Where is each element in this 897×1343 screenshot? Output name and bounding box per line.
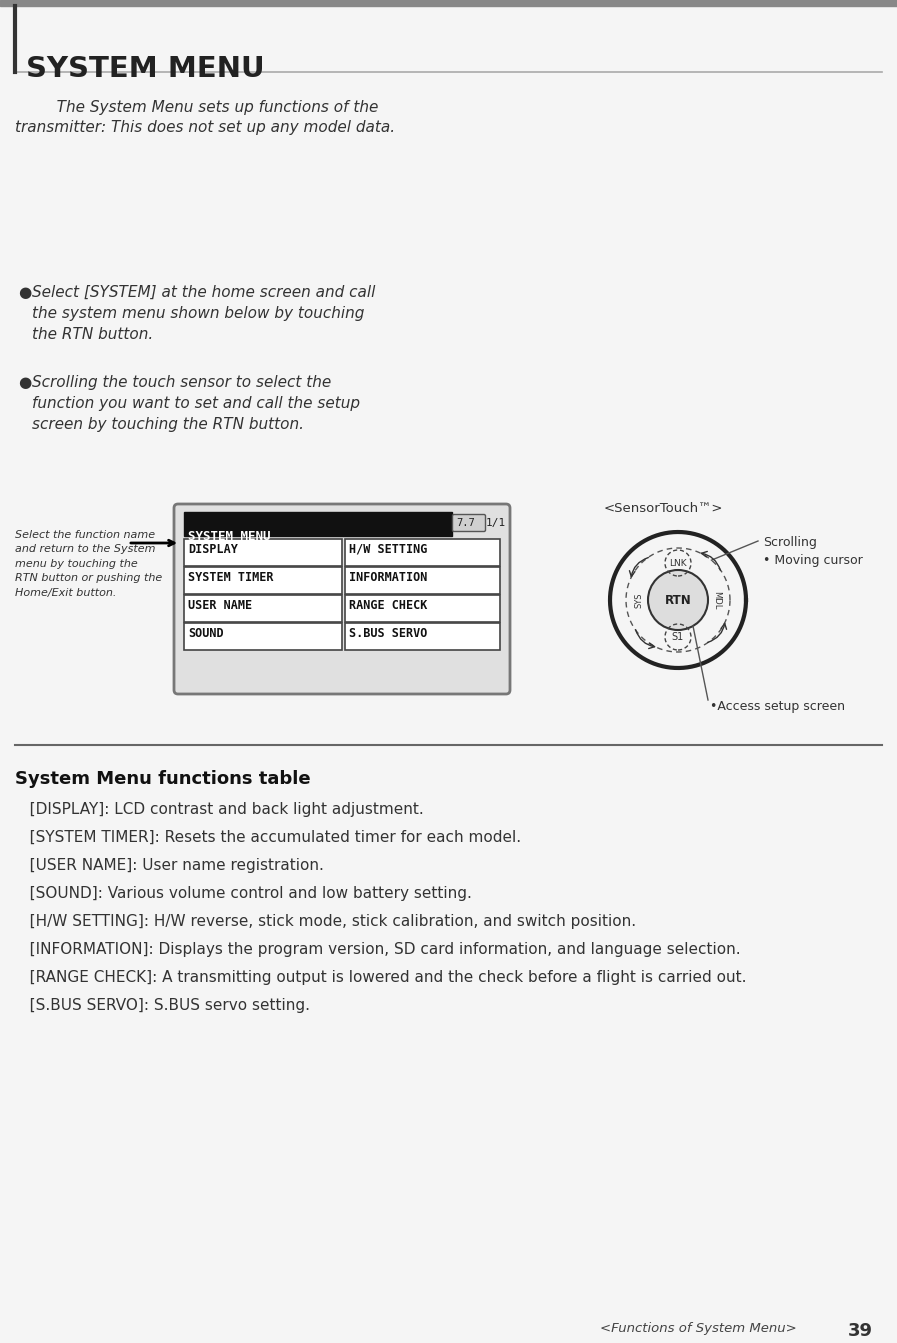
Text: SYSTEM MENU: SYSTEM MENU [26, 55, 265, 83]
Text: <SensorTouch™>: <SensorTouch™> [604, 502, 723, 514]
Text: SYSTEM MENU: SYSTEM MENU [188, 530, 271, 543]
Text: •Access setup screen: •Access setup screen [710, 700, 845, 713]
Text: • Moving cursor: • Moving cursor [763, 555, 863, 567]
Bar [345, 539, 500, 565]
Text: The System Menu sets up functions of the: The System Menu sets up functions of the [42, 99, 379, 115]
Text: 1/1: 1/1 [486, 518, 506, 528]
Text: H/W SETTING: H/W SETTING [349, 543, 427, 556]
Text: [SOUND]: Various volume control and low battery setting.: [SOUND]: Various volume control and low … [15, 886, 472, 901]
Text: SYSTEM TIMER: SYSTEM TIMER [188, 571, 274, 584]
Text: Select [SYSTEM] at the home screen and call
the system menu shown below by touch: Select [SYSTEM] at the home screen and c… [32, 285, 375, 342]
Text: SOUND: SOUND [188, 627, 223, 641]
Bar [184, 623, 342, 650]
Text: <Functions of System Menu>: <Functions of System Menu> [600, 1322, 797, 1335]
Bar [184, 539, 342, 565]
Circle shape [648, 569, 708, 630]
Text: Select the function name
and return to the System
menu by touching the
RTN butto: Select the function name and return to t… [15, 530, 162, 598]
Text: S.BUS SERVO: S.BUS SERVO [349, 627, 427, 641]
Text: INFORMATION: INFORMATION [349, 571, 427, 584]
Text: MDL: MDL [712, 591, 721, 610]
Text: transmitter: This does not set up any model data.: transmitter: This does not set up any mo… [15, 120, 395, 136]
Text: RANGE CHECK: RANGE CHECK [349, 599, 427, 612]
Text: [DISPLAY]: LCD contrast and back light adjustment.: [DISPLAY]: LCD contrast and back light a… [15, 802, 423, 817]
Bar [184, 595, 342, 622]
Bar [0, 0, 897, 5]
Text: 39: 39 [848, 1322, 873, 1340]
FancyBboxPatch shape [174, 504, 510, 694]
Text: USER NAME: USER NAME [188, 599, 252, 612]
Bar [184, 512, 452, 536]
Text: Scrolling: Scrolling [763, 536, 817, 549]
Text: System Menu functions table: System Menu functions table [15, 770, 310, 788]
Text: [USER NAME]: User name registration.: [USER NAME]: User name registration. [15, 858, 324, 873]
Text: SYS: SYS [634, 592, 643, 608]
Text: S1: S1 [672, 633, 684, 642]
Bar [345, 567, 500, 594]
Text: [INFORMATION]: Displays the program version, SD card information, and language s: [INFORMATION]: Displays the program vers… [15, 941, 741, 958]
Text: [H/W SETTING]: H/W reverse, stick mode, stick calibration, and switch position.: [H/W SETTING]: H/W reverse, stick mode, … [15, 915, 636, 929]
Text: RTN: RTN [665, 594, 692, 607]
Bar [345, 595, 500, 622]
Text: ●: ● [18, 285, 31, 299]
Text: [RANGE CHECK]: A transmitting output is lowered and the check before a flight is: [RANGE CHECK]: A transmitting output is … [15, 970, 746, 984]
Bar [345, 623, 500, 650]
Text: 7.7: 7.7 [456, 518, 475, 528]
Text: Scrolling the touch sensor to select the
function you want to set and call the s: Scrolling the touch sensor to select the… [32, 375, 360, 432]
Bar [184, 567, 342, 594]
Text: [S.BUS SERVO]: S.BUS servo setting.: [S.BUS SERVO]: S.BUS servo setting. [15, 998, 310, 1013]
Text: [SYSTEM TIMER]: Resets the accumulated timer for each model.: [SYSTEM TIMER]: Resets the accumulated t… [15, 830, 521, 845]
Text: DISPLAY: DISPLAY [188, 543, 238, 556]
FancyBboxPatch shape [452, 514, 485, 532]
Text: LNK: LNK [669, 559, 687, 568]
Text: ●: ● [18, 375, 31, 389]
